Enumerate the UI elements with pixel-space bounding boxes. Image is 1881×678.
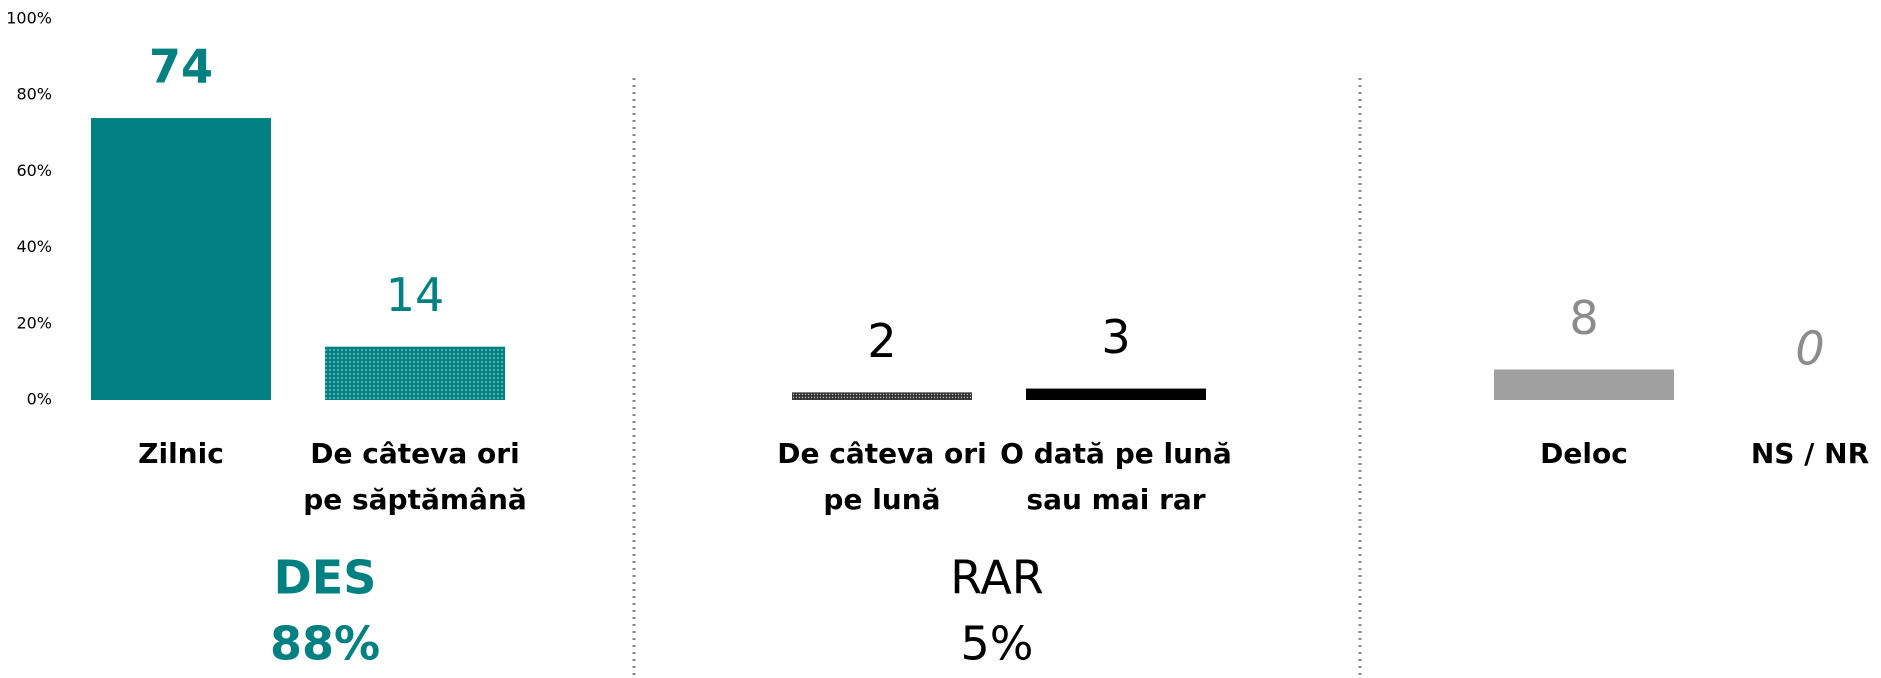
bar — [1494, 369, 1674, 400]
value-label: 8 — [1569, 291, 1598, 345]
value-label: 3 — [1101, 310, 1130, 364]
y-tick-label: 100% — [6, 9, 52, 28]
value-label: 0 — [1795, 322, 1824, 376]
y-tick-label: 40% — [16, 237, 52, 256]
y-tick-label: 0% — [27, 390, 52, 409]
group-label: RAR — [950, 551, 1044, 605]
group-label: 88% — [270, 617, 380, 671]
x-tick-label: Deloc — [1540, 437, 1628, 470]
x-tick-label: pe lună — [823, 483, 940, 516]
x-tick-label: De câteva ori — [777, 437, 986, 470]
value-label: 74 — [149, 40, 213, 94]
bar — [792, 392, 972, 400]
x-tick-label: De câteva ori — [310, 437, 519, 470]
y-tick-label: 80% — [16, 85, 52, 104]
bar — [1026, 388, 1206, 400]
bar — [325, 346, 505, 400]
y-tick-label: 20% — [16, 313, 52, 332]
value-label: 14 — [386, 268, 445, 322]
group-label: DES — [274, 551, 377, 605]
bar — [91, 118, 271, 400]
x-tick-label: Zilnic — [138, 437, 224, 470]
y-tick-label: 60% — [16, 161, 52, 180]
group-label: 5% — [961, 617, 1034, 671]
x-tick-label: O dată pe lună — [1000, 437, 1232, 470]
x-tick-label: sau mai rar — [1026, 483, 1205, 516]
value-label: 2 — [867, 314, 896, 368]
x-tick-label: pe săptămână — [303, 483, 527, 516]
x-tick-label: NS / NR — [1751, 437, 1869, 470]
